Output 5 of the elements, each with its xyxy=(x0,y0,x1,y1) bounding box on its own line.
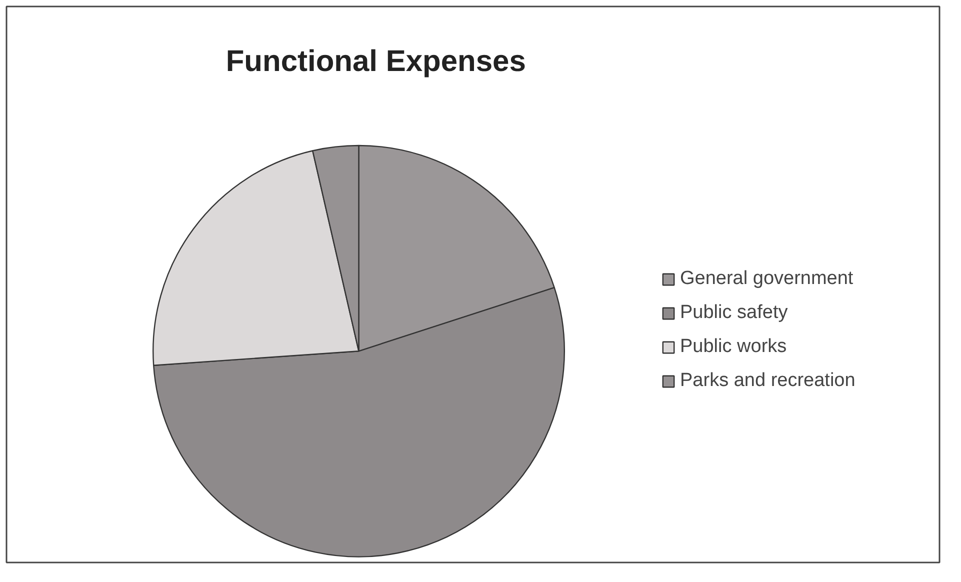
chart-title: Functional Expenses xyxy=(226,45,526,78)
legend-label: Parks and recreation xyxy=(680,370,856,392)
legend-label: Public works xyxy=(680,336,787,358)
legend-label: General government xyxy=(680,268,854,290)
legend-label: Public safety xyxy=(680,302,788,324)
